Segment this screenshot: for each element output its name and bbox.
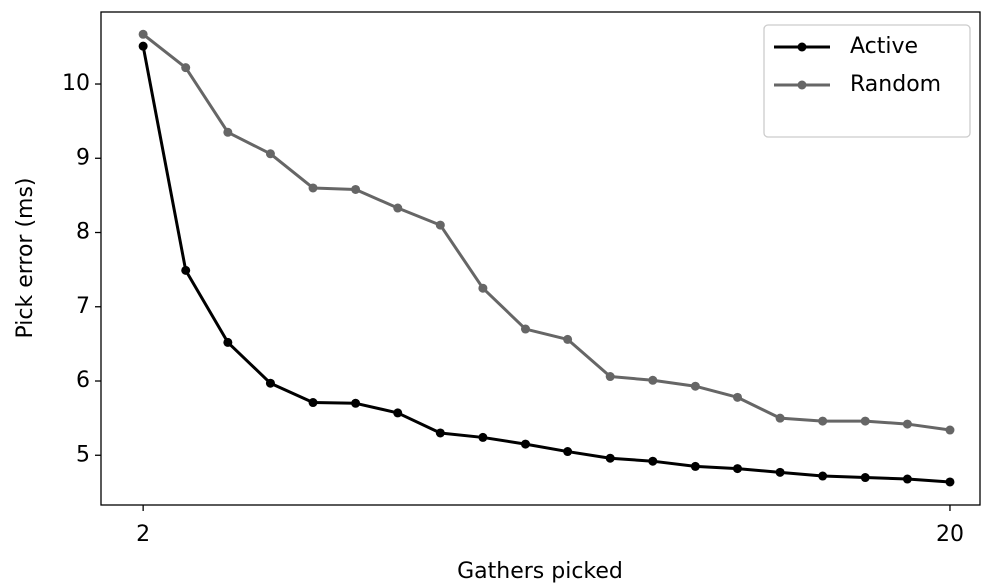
x-tick-label: 20 xyxy=(936,522,964,547)
point xyxy=(308,183,318,193)
point xyxy=(520,439,530,449)
point xyxy=(818,416,828,426)
y-axis-label: Pick error (ms) xyxy=(13,177,38,338)
point xyxy=(181,265,191,275)
point xyxy=(478,283,488,293)
point xyxy=(351,398,361,408)
point xyxy=(478,432,488,442)
point xyxy=(393,203,403,213)
point xyxy=(351,184,361,194)
point xyxy=(605,372,615,382)
point xyxy=(648,456,658,466)
point xyxy=(520,324,530,334)
point xyxy=(818,471,828,481)
point xyxy=(223,127,233,137)
point xyxy=(181,63,191,73)
point xyxy=(265,149,275,159)
point xyxy=(563,447,573,457)
point xyxy=(733,464,743,474)
legend-box xyxy=(763,24,971,138)
point xyxy=(393,408,403,418)
point xyxy=(308,398,318,408)
y-tick-label: 9 xyxy=(76,145,90,170)
point xyxy=(945,425,955,435)
point xyxy=(690,461,700,471)
point xyxy=(775,413,785,423)
legend-marker xyxy=(797,42,807,52)
y-tick-label: 10 xyxy=(62,71,90,96)
x-axis-label: Gathers picked xyxy=(457,559,623,584)
point xyxy=(945,477,955,487)
point xyxy=(733,392,743,402)
plot-frame xyxy=(100,11,981,506)
point xyxy=(902,419,912,429)
point xyxy=(563,334,573,344)
point xyxy=(265,378,275,388)
x-tick-label: 2 xyxy=(136,522,150,547)
y-tick-label: 5 xyxy=(76,442,90,467)
line xyxy=(142,33,951,432)
line xyxy=(141,45,951,484)
point xyxy=(138,29,148,39)
point xyxy=(605,453,615,463)
point xyxy=(138,41,148,51)
point xyxy=(902,474,912,484)
y-tick-label: 6 xyxy=(76,368,90,393)
point xyxy=(690,381,700,391)
point xyxy=(648,375,658,385)
point xyxy=(223,337,233,347)
y-tick-label: 8 xyxy=(76,220,90,245)
point xyxy=(860,473,870,483)
point xyxy=(775,467,785,477)
point xyxy=(435,220,445,230)
legend-label: Random xyxy=(850,72,941,97)
legend-label: Active xyxy=(850,34,918,59)
legend-marker xyxy=(797,80,807,90)
point xyxy=(860,416,870,426)
y-tick-label: 7 xyxy=(76,294,90,319)
point xyxy=(435,428,445,438)
